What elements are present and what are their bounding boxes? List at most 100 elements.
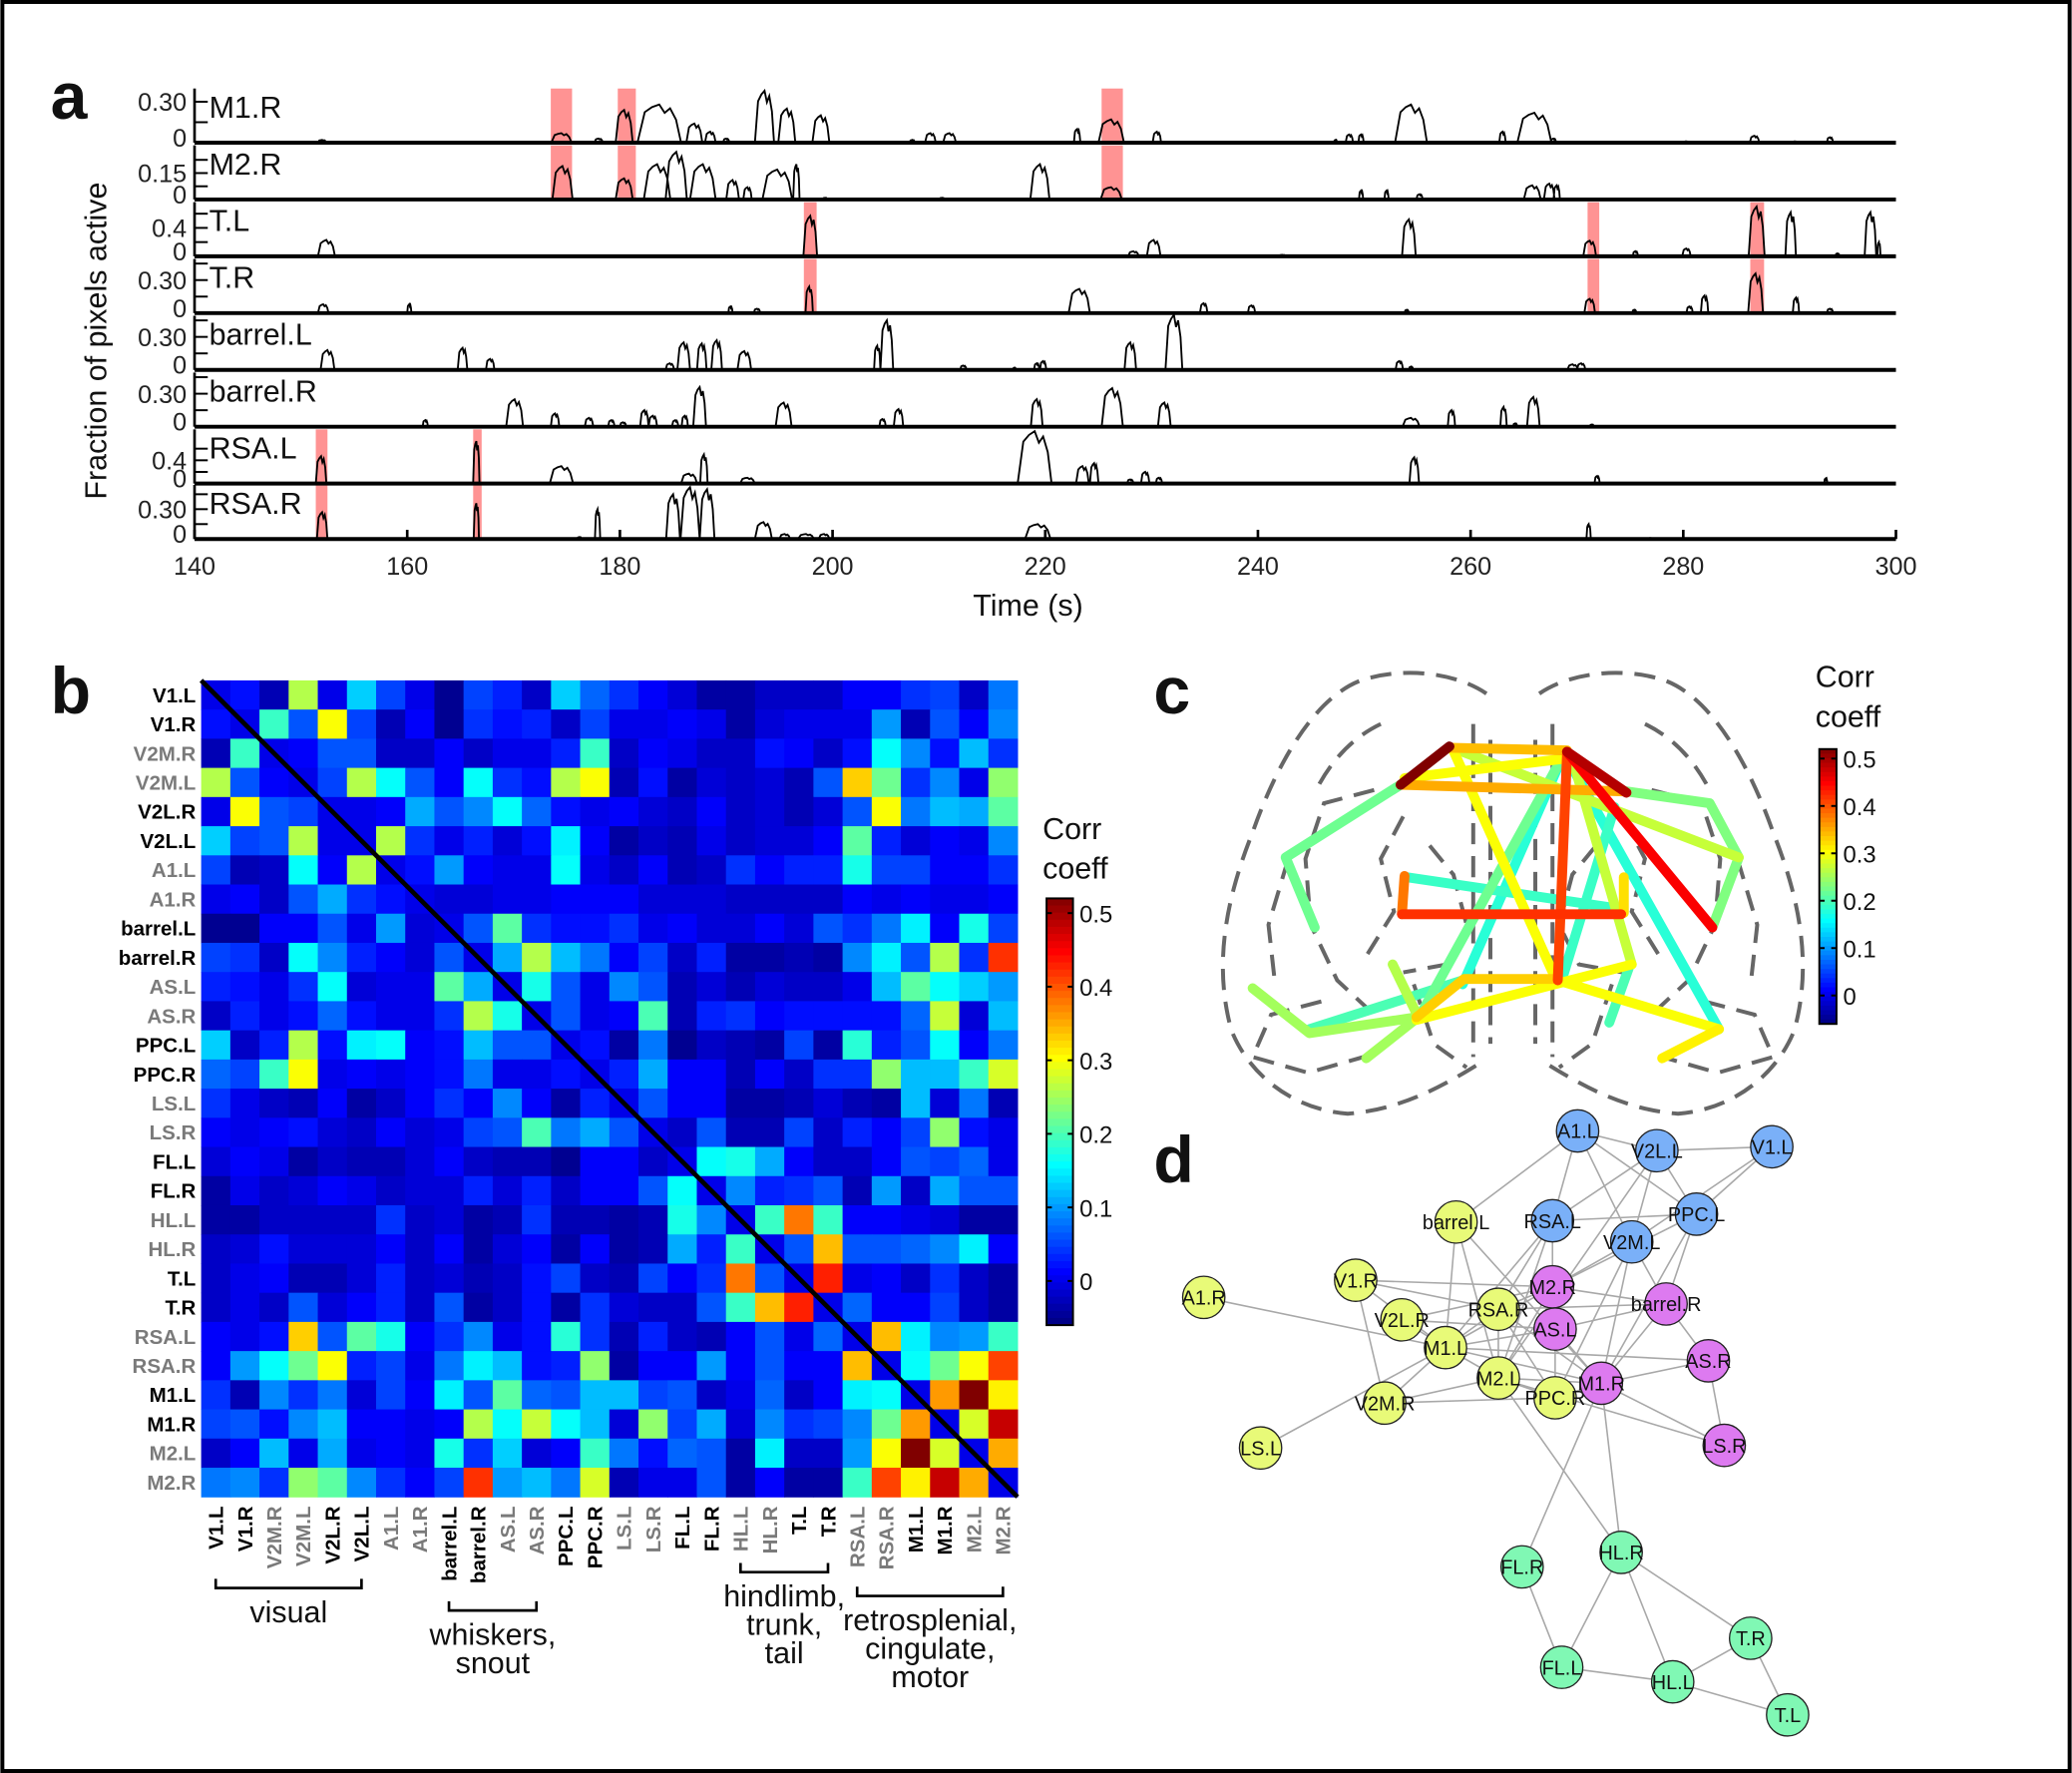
heatmap-cell	[375, 1204, 406, 1235]
brain-edge	[1411, 974, 1563, 1023]
heatmap-cell	[959, 1089, 990, 1118]
heatmap-cell	[609, 679, 639, 710]
heatmap-cell	[754, 942, 785, 973]
heatmap-cell	[842, 1146, 873, 1177]
heatmap-cell	[638, 1380, 668, 1411]
heatmap-cell	[901, 738, 931, 769]
y-tick-label-zero: 0	[173, 125, 187, 153]
heatmap-cell	[842, 1204, 873, 1235]
heatmap-cell	[813, 1351, 844, 1381]
heatmap-cell	[871, 738, 902, 769]
heatmap-cell	[492, 1117, 523, 1148]
heatmap-cell	[551, 1059, 582, 1090]
colorbar-tick-label: 0.1	[1079, 1195, 1112, 1222]
heatmap-cell	[229, 1321, 260, 1352]
heatmap-cell	[667, 1409, 698, 1440]
colorbar-segment	[1819, 831, 1837, 837]
heatmap-cell	[871, 679, 902, 710]
heatmap-cell	[522, 884, 552, 915]
heatmap-cell	[725, 709, 756, 739]
heatmap-cell	[988, 1351, 1019, 1381]
heatmap-cell	[871, 1292, 902, 1323]
heatmap-cell	[930, 913, 961, 944]
heatmap-cell	[463, 1030, 494, 1061]
colorbar-segment	[1046, 1090, 1073, 1099]
heatmap-cell	[609, 1263, 639, 1294]
colorbar-segment	[1046, 1161, 1073, 1169]
colorbar-segment	[1819, 803, 1837, 810]
highlight-window	[551, 88, 573, 144]
heatmap-cell	[463, 1059, 494, 1090]
row-label: LS.R	[150, 1121, 197, 1144]
colorbar-segment	[1046, 1105, 1073, 1112]
row-label: FL.R	[151, 1180, 197, 1203]
region-groups: visual whiskers,snout hindlimb,trunk,tail r…	[213, 1562, 1017, 1694]
heatmap-cell	[463, 1263, 494, 1294]
heatmap-cell	[405, 826, 435, 856]
heatmap-cell	[492, 1175, 523, 1206]
colorbar-segment	[1046, 1253, 1073, 1262]
heatmap-cell	[959, 1117, 990, 1148]
heatmap-cell	[259, 1438, 289, 1469]
heatmap-cell	[463, 1468, 494, 1498]
heatmap-cell	[725, 1351, 756, 1381]
heatmap-cell	[696, 796, 727, 827]
heatmap-cell	[842, 1292, 873, 1323]
heatmap-cell	[988, 709, 1019, 739]
heatmap-cell	[842, 1089, 873, 1118]
heatmap-cell	[405, 767, 435, 798]
heatmap-cell	[405, 1001, 435, 1032]
heatmap-cell	[667, 1468, 698, 1498]
heatmap-cell	[551, 942, 582, 973]
heatmap-cell	[871, 1059, 902, 1090]
heatmap-cell	[667, 679, 698, 710]
heatmap-cell	[463, 738, 494, 769]
heatmap-cell	[609, 1321, 639, 1352]
heatmap-cell	[754, 767, 785, 798]
heatmap-cell	[580, 767, 611, 798]
heatmap-cell	[434, 796, 465, 827]
heatmap-cell	[754, 709, 785, 739]
heatmap-cell	[638, 1089, 668, 1118]
heatmap-cell	[463, 1351, 494, 1381]
heatmap-cell	[696, 1117, 727, 1148]
heatmap-cell	[842, 679, 873, 710]
node-label: FL.R	[1500, 1557, 1543, 1579]
group-label: snout	[456, 1646, 531, 1680]
heatmap-cell	[754, 1175, 785, 1206]
colorbar-segment	[1046, 1203, 1073, 1212]
highlight-window	[803, 202, 817, 256]
heatmap-cell	[201, 826, 231, 856]
heatmap-cell	[930, 796, 961, 827]
heatmap-cell	[434, 709, 465, 739]
node-label: V2M.R	[1355, 1394, 1416, 1416]
heatmap-cell	[638, 1059, 668, 1090]
colorbar-segment	[1819, 1001, 1837, 1007]
heatmap-cell	[813, 913, 844, 944]
heatmap-cell	[667, 1059, 698, 1090]
correlation-matrix-panel: V1.L V1.R V2M.R V2M.L V2L.R V2L.L A1.L A1.R barr…	[119, 678, 1112, 1694]
column-label: LS.L	[614, 1507, 636, 1551]
heatmap-cells	[201, 679, 1019, 1498]
heatmap-cell	[317, 1175, 348, 1206]
heatmap-cell	[434, 738, 465, 769]
heatmap-cell	[930, 1146, 961, 1177]
brain-edge	[1621, 786, 1744, 933]
heatmap-cell	[463, 855, 494, 886]
heatmap-cell	[842, 826, 873, 856]
heatmap-cell	[201, 1001, 231, 1032]
row-label: V2M.R	[134, 742, 197, 765]
colorbar-segment	[1046, 926, 1073, 935]
heatmap-cell	[317, 1321, 348, 1352]
colorbar-segment	[1046, 1048, 1073, 1056]
node-circle	[1579, 1361, 1624, 1406]
node-circle	[1702, 1423, 1747, 1468]
heatmap-cell	[288, 1001, 319, 1032]
graph-edge	[1497, 1149, 1658, 1379]
heatmap-cell	[754, 1468, 785, 1498]
heatmap-cell	[375, 1438, 406, 1469]
heatmap-cell	[463, 1175, 494, 1206]
heatmap-cell	[522, 1321, 552, 1352]
heatmap-cell	[463, 826, 494, 856]
column-label: LS.R	[642, 1506, 665, 1552]
